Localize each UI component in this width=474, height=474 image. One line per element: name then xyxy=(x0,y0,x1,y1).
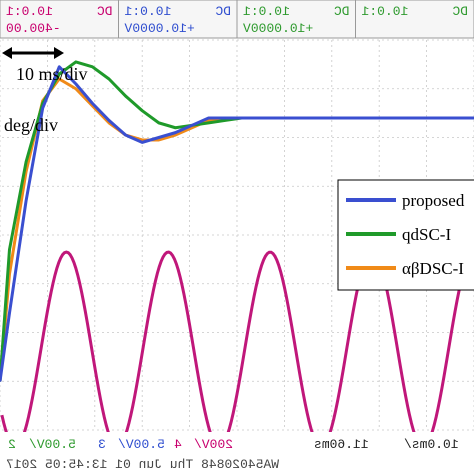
footer-label: 3 xyxy=(98,437,106,452)
footer-label: 5.00V/ xyxy=(118,437,165,452)
data-point xyxy=(8,312,11,314)
traces xyxy=(0,60,474,383)
data-point xyxy=(357,117,359,119)
header-offset: +10.0000V xyxy=(243,21,313,36)
header-scale: 10.0:1 xyxy=(361,4,408,19)
data-point xyxy=(58,66,61,68)
annotations: 10 ms/div deg/div xyxy=(2,47,88,135)
data-point xyxy=(75,87,77,90)
footer-label: 11.60ms xyxy=(314,437,369,452)
time-div-arrowhead-right xyxy=(54,47,64,59)
data-point xyxy=(141,141,143,144)
data-point xyxy=(456,117,459,119)
data-point xyxy=(257,117,260,119)
header-offset: -400.00 xyxy=(6,21,61,36)
header-coupling: DC xyxy=(215,4,231,19)
data-point xyxy=(191,126,193,129)
data-point xyxy=(58,73,61,75)
data-point xyxy=(108,78,110,80)
header-scale: 10.0:1 xyxy=(124,4,171,19)
footer-label: 2 xyxy=(8,437,16,452)
header-coupling: DC xyxy=(452,4,468,19)
data-point xyxy=(75,83,77,85)
voltage-trace xyxy=(0,250,474,449)
channel-footer: 2 5.00V/3 5.00V/4 200V/11.60ms 10.0ms/WA5402… xyxy=(0,432,474,474)
data-point xyxy=(91,66,94,68)
data-point xyxy=(157,136,160,139)
data-point xyxy=(290,117,293,119)
deg-div-label: deg/div xyxy=(4,115,58,135)
data-point xyxy=(191,124,193,127)
data-point xyxy=(25,200,27,202)
data-point xyxy=(108,119,110,122)
data-point xyxy=(58,78,61,80)
data-point xyxy=(323,117,326,119)
footer-label: 200V/ xyxy=(194,437,233,452)
header-coupling: DC xyxy=(334,4,350,19)
data-point xyxy=(75,61,77,63)
series-voltage xyxy=(0,250,474,449)
data-point xyxy=(141,109,143,112)
data-point xyxy=(373,117,376,119)
data-point xyxy=(274,117,276,119)
legend-label: αβDSC-I xyxy=(402,259,464,278)
header-scale: 10.0:1 xyxy=(6,4,53,19)
footer-bar xyxy=(0,432,474,474)
data-point xyxy=(174,134,177,136)
time-div-label: 10 ms/div xyxy=(16,64,88,84)
data-point xyxy=(240,117,243,119)
data-point xyxy=(174,131,177,134)
footer-label: 4 xyxy=(174,437,182,452)
data-point xyxy=(157,122,160,124)
legend: proposed qdSC-I αβDSC-I xyxy=(337,179,474,291)
channel-header: DC 10.0:1 DC 10.0:1 +10.0000V DC 10.0:1 +10.000… xyxy=(0,0,474,39)
footer-label: 10.0ms/ xyxy=(404,437,459,452)
data-point xyxy=(124,95,127,97)
data-point xyxy=(207,117,210,119)
data-point xyxy=(440,117,442,119)
data-point xyxy=(307,117,309,119)
legend-label: qdSC-I xyxy=(402,225,451,244)
header-scale: 10.0:1 xyxy=(243,4,290,19)
header-offset: +10.0000V xyxy=(124,21,194,36)
data-point xyxy=(406,117,409,119)
data-point xyxy=(141,139,143,141)
data-point xyxy=(41,107,44,110)
data-point xyxy=(390,117,392,119)
legend-label: proposed xyxy=(402,191,465,210)
data-point xyxy=(423,117,426,119)
data-point xyxy=(157,139,160,141)
data-point xyxy=(25,161,27,163)
data-point xyxy=(224,119,226,122)
data-point xyxy=(224,117,226,119)
data-point xyxy=(207,122,210,124)
data-point xyxy=(340,117,343,119)
data-point xyxy=(8,248,11,251)
data-point xyxy=(207,119,210,122)
data-point xyxy=(124,134,127,136)
header-coupling: DC xyxy=(97,4,113,19)
data-point xyxy=(174,126,177,129)
data-point xyxy=(0,380,1,383)
footer-label: 5.00V/ xyxy=(29,437,76,452)
series-proposed xyxy=(0,65,474,382)
data-point xyxy=(91,102,94,105)
file-stamp: WA54020848 Thu Jun 01 13:45:05 2017 xyxy=(6,457,279,472)
time-div-arrowhead-left xyxy=(2,47,12,59)
